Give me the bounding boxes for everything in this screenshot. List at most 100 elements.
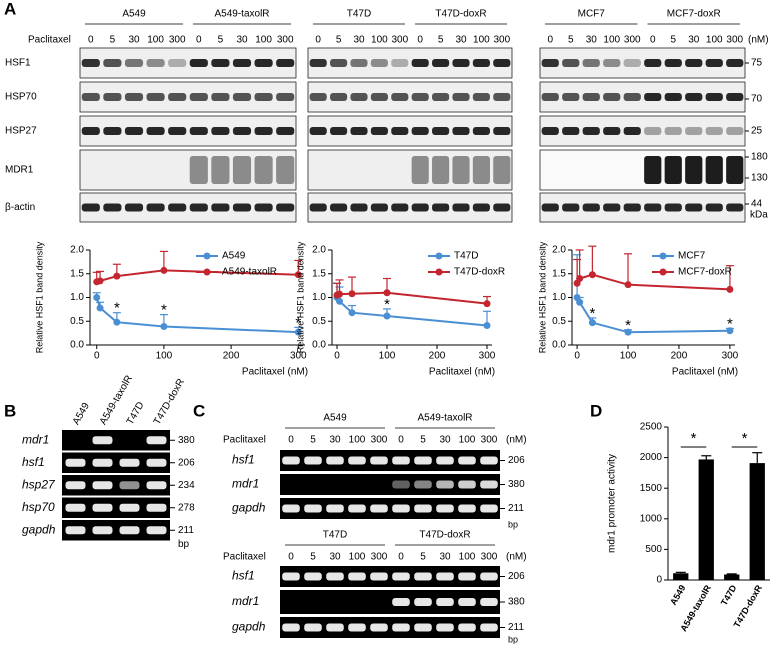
band [330, 93, 348, 101]
point [348, 290, 356, 298]
dose-label: 30 [128, 35, 140, 46]
band [146, 93, 165, 101]
dose-label: 5 [420, 552, 426, 563]
band [330, 127, 348, 135]
panel-label: D [590, 401, 602, 420]
band [350, 127, 368, 135]
band [348, 456, 366, 465]
point [348, 309, 356, 317]
dose-label: 300 [481, 552, 498, 563]
band [541, 203, 559, 212]
row-label: gapdh [232, 501, 266, 515]
dose-label: 5 [110, 35, 116, 46]
band [276, 203, 295, 212]
band [304, 456, 322, 465]
band [81, 127, 100, 135]
panel-label: B [4, 401, 16, 420]
legend-marker [203, 252, 211, 260]
y-axis-label: Relative HSF1 band density [34, 241, 44, 353]
band [541, 59, 559, 67]
band [414, 623, 432, 632]
band [726, 93, 744, 101]
band [726, 156, 744, 184]
band [603, 93, 621, 101]
band [350, 93, 368, 101]
point [726, 285, 734, 293]
band [436, 572, 454, 581]
band [392, 456, 410, 465]
y-tick-label: 0.0 [312, 340, 326, 351]
y-axis-label: mdr1 promoter activity [607, 454, 618, 553]
bar [724, 574, 740, 580]
unit-label: (nM) [748, 35, 769, 46]
band [211, 127, 230, 135]
band [232, 59, 252, 67]
row-label: HSP27 [5, 126, 37, 137]
size-label: 211 [508, 622, 524, 633]
dose-label: 0 [417, 35, 423, 46]
gel-box [280, 498, 500, 519]
band [391, 93, 409, 101]
band [189, 156, 208, 184]
band [411, 127, 429, 135]
band [189, 59, 208, 67]
gel-box [62, 520, 170, 541]
band [119, 526, 140, 535]
band [411, 93, 429, 101]
band [92, 458, 113, 467]
dose-label: 5 [670, 35, 676, 46]
marker-label: 180 [751, 152, 768, 163]
band [254, 93, 273, 101]
band [146, 481, 167, 490]
band [276, 127, 295, 135]
series-line [336, 291, 488, 305]
band [458, 572, 476, 581]
band [146, 59, 165, 67]
gel-box [62, 475, 170, 496]
y-tick-label: 0.0 [70, 340, 84, 351]
band [436, 456, 454, 465]
y-tick-label: 1500 [640, 483, 663, 494]
size-unit: bp [508, 634, 518, 644]
dose-label: 300 [726, 35, 743, 46]
band [562, 93, 580, 101]
significance: * [589, 305, 595, 322]
gel-box [280, 474, 500, 495]
row-label: mdr1 [232, 594, 259, 608]
band [414, 456, 432, 465]
band [103, 127, 122, 135]
row-label: β-actin [5, 202, 35, 213]
band [726, 127, 744, 135]
band [119, 458, 140, 467]
band [146, 203, 165, 212]
x-tick-label: 100 [620, 351, 637, 362]
band [582, 203, 600, 212]
dose-label: 300 [277, 35, 294, 46]
band [370, 203, 388, 212]
row-label: MDR1 [5, 165, 34, 176]
band [436, 623, 454, 632]
significance: * [691, 430, 697, 447]
series-line [95, 297, 299, 334]
x-tick-label: 300 [722, 351, 739, 362]
band [168, 127, 187, 135]
point [588, 319, 596, 327]
point [294, 328, 302, 336]
point [588, 271, 596, 279]
band [276, 59, 295, 67]
gel-box [62, 497, 170, 518]
x-tick-label: 100 [156, 351, 173, 362]
dose-label: 100 [459, 552, 476, 563]
dose-label: 5 [420, 435, 426, 446]
dose-label: 0 [288, 435, 294, 446]
band [370, 127, 388, 135]
dose-label: 0 [196, 35, 202, 46]
band [452, 93, 470, 101]
x-tick-label: 200 [223, 351, 240, 362]
significance: * [742, 430, 748, 447]
band [282, 572, 300, 581]
size-label: 206 [508, 571, 525, 582]
band [189, 93, 208, 101]
band [309, 203, 327, 212]
dose-label: 300 [624, 35, 641, 46]
